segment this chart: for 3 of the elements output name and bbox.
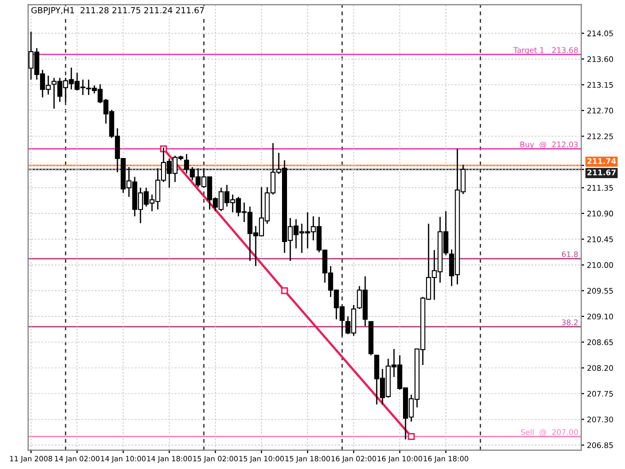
chart-title: GBPJPY,H1 211.28 211.75 211.24 211.67: [31, 7, 204, 15]
point: [281, 287, 288, 294]
point: [408, 433, 415, 440]
